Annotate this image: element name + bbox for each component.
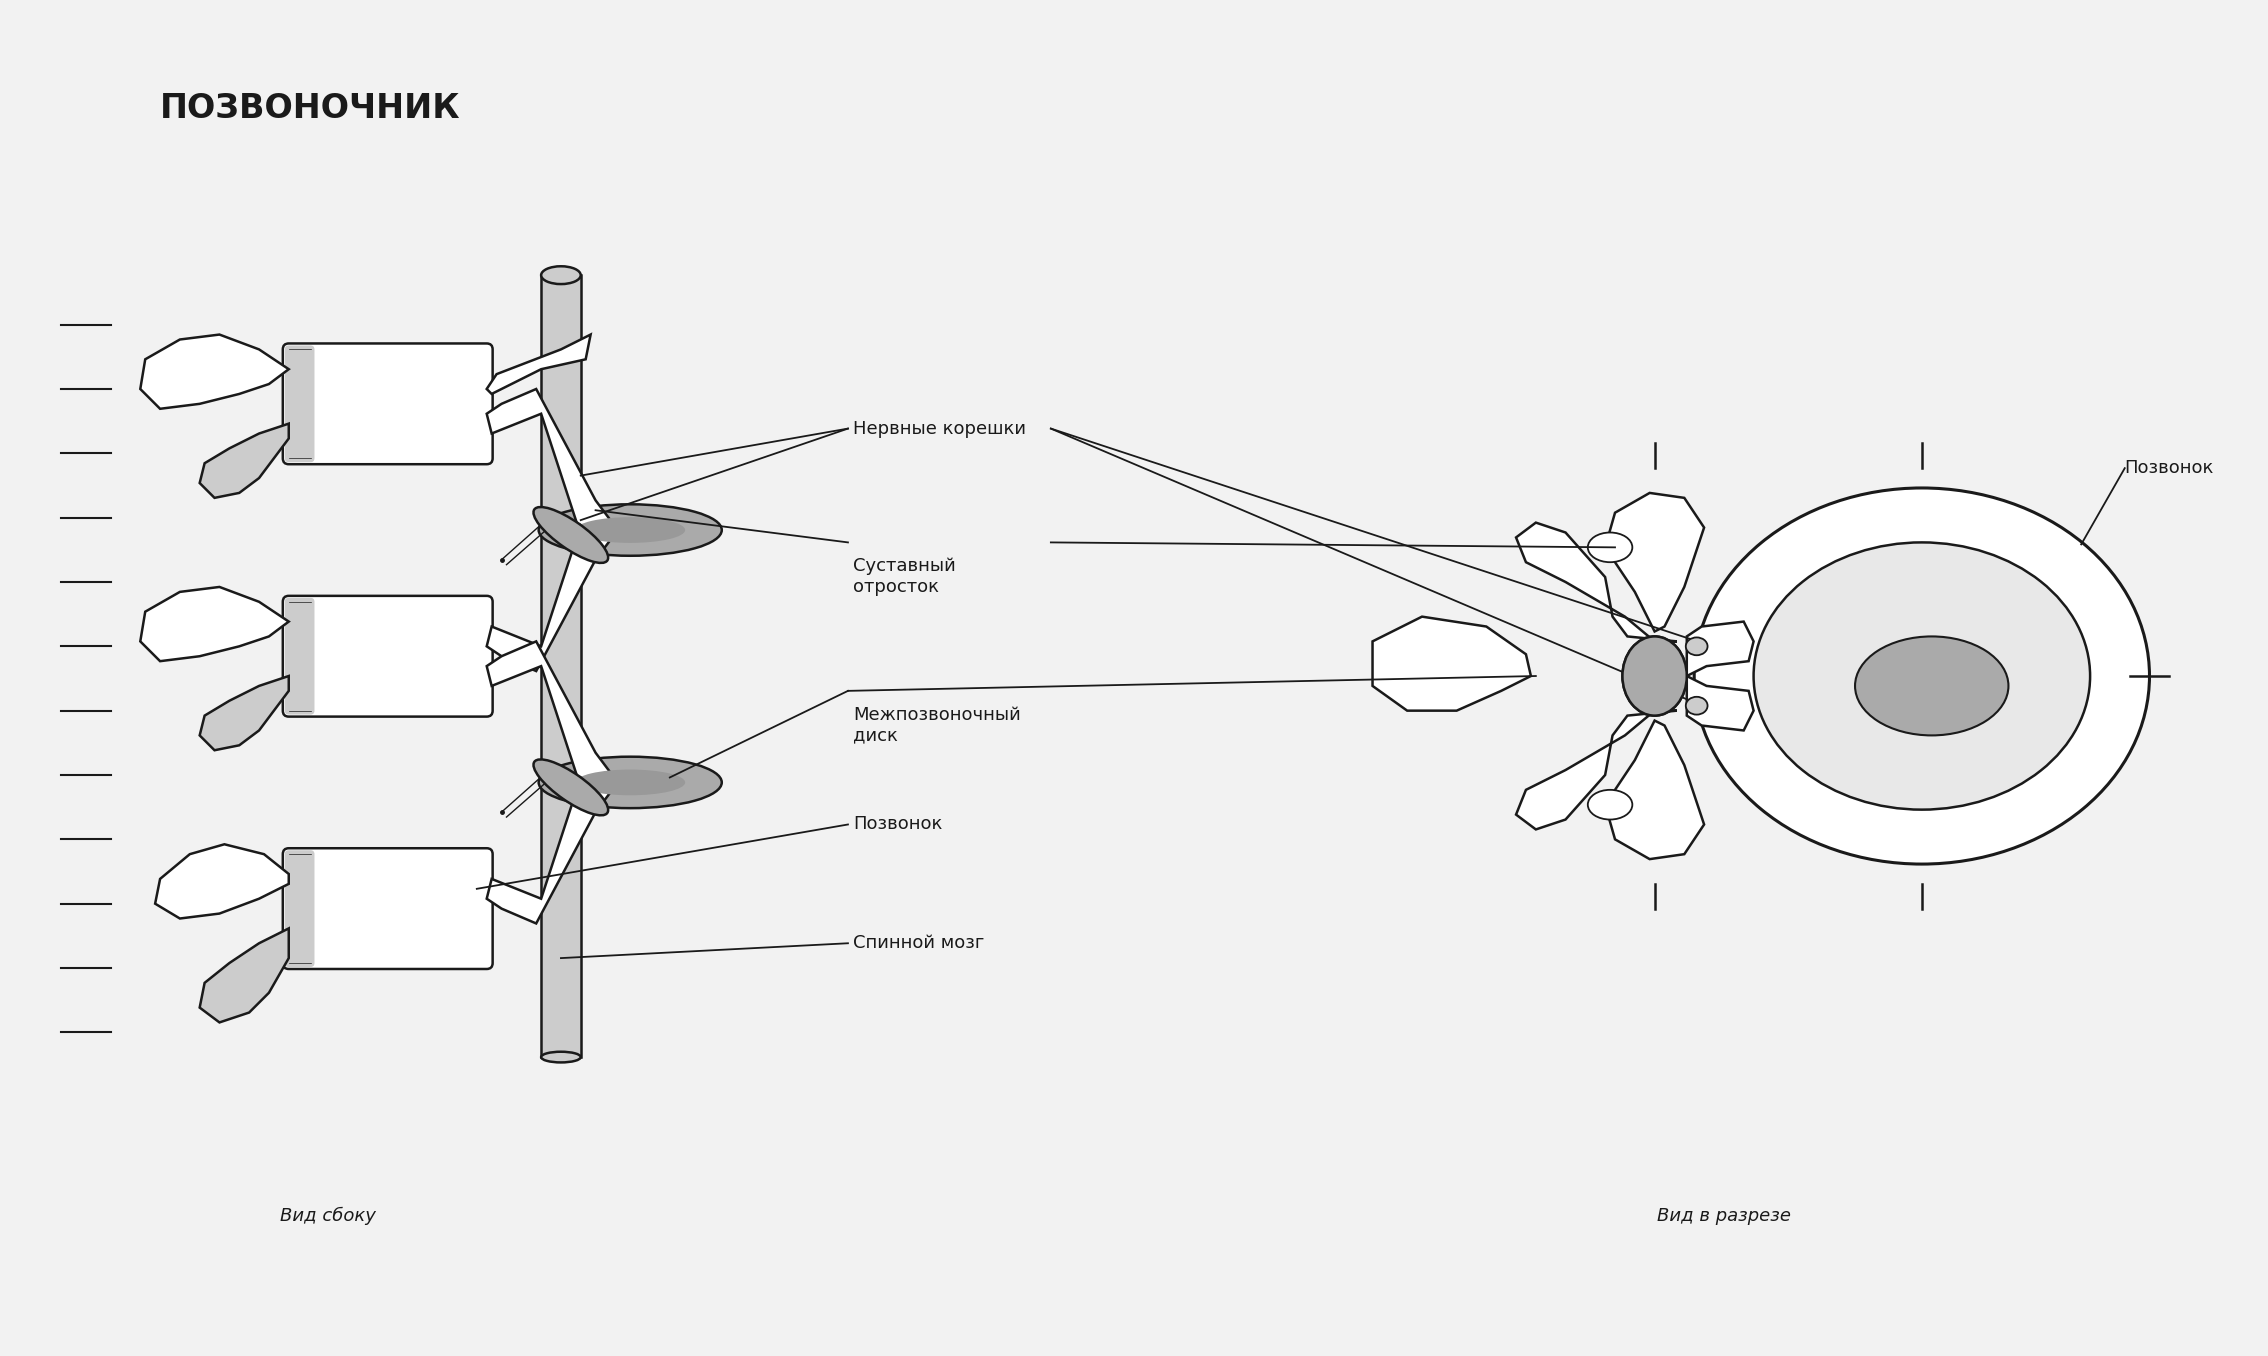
Polygon shape xyxy=(200,677,288,750)
Polygon shape xyxy=(488,335,590,395)
Polygon shape xyxy=(1515,711,1676,830)
Polygon shape xyxy=(1515,522,1676,641)
Polygon shape xyxy=(488,641,610,788)
Polygon shape xyxy=(1687,621,1753,677)
Ellipse shape xyxy=(1622,636,1687,716)
FancyBboxPatch shape xyxy=(284,595,492,716)
Ellipse shape xyxy=(576,770,685,795)
Polygon shape xyxy=(488,525,610,671)
FancyBboxPatch shape xyxy=(284,849,492,970)
FancyBboxPatch shape xyxy=(286,346,315,462)
Text: Позвонок: Позвонок xyxy=(2125,460,2214,477)
Ellipse shape xyxy=(1685,637,1708,655)
Polygon shape xyxy=(1606,720,1703,860)
Text: Межпозвоночный
диск: Межпозвоночный диск xyxy=(853,705,1021,744)
Ellipse shape xyxy=(533,759,608,815)
Text: ПОЗВОНОЧНИК: ПОЗВОНОЧНИК xyxy=(161,92,460,125)
Ellipse shape xyxy=(542,1052,581,1062)
Ellipse shape xyxy=(533,507,608,563)
Ellipse shape xyxy=(1694,488,2150,864)
Polygon shape xyxy=(141,335,288,408)
Polygon shape xyxy=(1687,677,1753,731)
Ellipse shape xyxy=(540,504,721,556)
Polygon shape xyxy=(154,845,288,918)
Text: Спинной мозг: Спинной мозг xyxy=(853,934,984,952)
Polygon shape xyxy=(1372,617,1531,711)
Text: Суставный
отросток: Суставный отросток xyxy=(853,557,955,597)
Ellipse shape xyxy=(1855,636,2009,735)
Ellipse shape xyxy=(1753,542,2091,810)
FancyBboxPatch shape xyxy=(284,343,492,464)
Ellipse shape xyxy=(576,517,685,542)
Ellipse shape xyxy=(540,757,721,808)
Text: Нервные корешки: Нервные корешки xyxy=(853,419,1025,438)
Text: Позвонок: Позвонок xyxy=(853,815,941,834)
Ellipse shape xyxy=(542,266,581,283)
Polygon shape xyxy=(488,389,610,536)
Polygon shape xyxy=(488,777,610,923)
Polygon shape xyxy=(141,587,288,662)
Polygon shape xyxy=(1606,494,1703,632)
Polygon shape xyxy=(200,929,288,1022)
Polygon shape xyxy=(200,423,288,498)
Text: Вид в разрезе: Вид в разрезе xyxy=(1658,1207,1792,1226)
FancyBboxPatch shape xyxy=(286,850,315,967)
Ellipse shape xyxy=(1622,636,1687,716)
Ellipse shape xyxy=(1588,533,1633,563)
Ellipse shape xyxy=(1588,789,1633,819)
FancyBboxPatch shape xyxy=(286,598,315,715)
Text: Вид сбоку: Вид сбоку xyxy=(281,1207,376,1226)
Ellipse shape xyxy=(1685,697,1708,715)
